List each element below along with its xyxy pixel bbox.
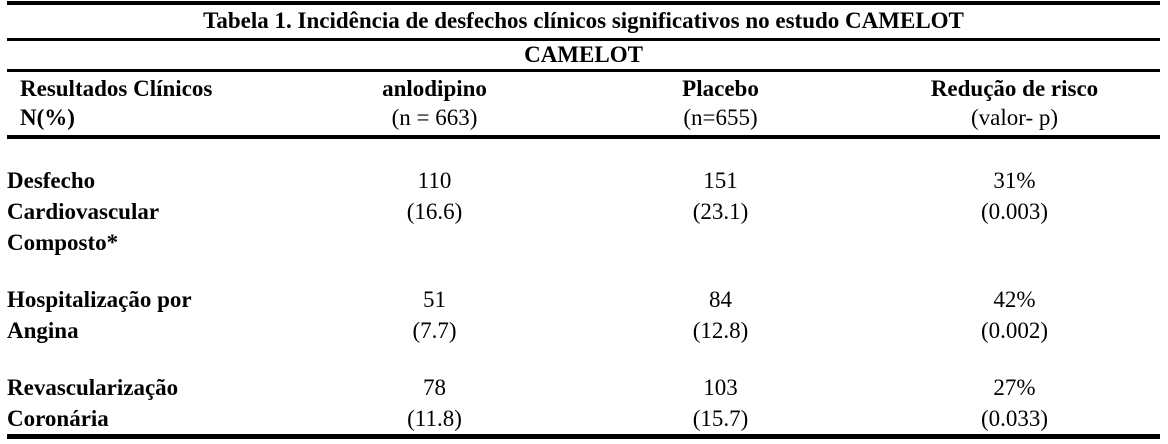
column-header-line2: N(%)	[20, 105, 75, 130]
row-label: Desfecho Cardiovascular Composto*	[7, 168, 160, 255]
table-row-hospitalizacao-por-angina: Hospitalização por Angina 51 (7.7) 84 (1…	[7, 284, 1160, 346]
cell-anlodipino: 78 (11.8)	[297, 372, 572, 439]
row-label: Hospitalização por Angina	[7, 287, 192, 343]
column-header-line2: (n=655)	[683, 105, 758, 130]
column-header-placebo: Placebo (n=655)	[572, 70, 869, 139]
spacer-row	[7, 346, 1160, 372]
column-header-line2: (n = 663)	[391, 105, 478, 130]
cell-placebo: 84 (12.8)	[692, 287, 749, 343]
cell-reducao-de-risco: 42% (0.002)	[980, 287, 1049, 343]
cell-reducao-de-risco: 31% (0.003)	[980, 168, 1049, 224]
spacer-cell	[7, 346, 1160, 372]
cell-placebo: 151 (23.1)	[692, 168, 749, 224]
spacer-cell	[7, 137, 1160, 165]
table-header-row: Resultados Clínicos N(%) anlodipino (n =…	[7, 70, 1161, 139]
column-header-line1: anlodipino	[382, 76, 487, 101]
cell-anlodipino: 110 (16.6)	[406, 168, 463, 224]
table-title-row: Tabela 1. Incidência de desfechos clínic…	[7, 1, 1161, 41]
cell-reducao-de-risco: 27% (0.033)	[869, 372, 1161, 439]
column-header-line2: (valor- p)	[970, 105, 1059, 130]
table-row-desfecho-cardiovascular-composto: Desfecho Cardiovascular Composto* 110 (1…	[7, 165, 1160, 258]
column-header-anlodipino: anlodipino (n = 663)	[297, 70, 572, 139]
camelot-results-table: Tabela 1. Incidência de desfechos clínic…	[7, 1, 1161, 439]
table-subtitle-row: CAMELOT	[7, 39, 1161, 72]
spacer-cell	[7, 258, 1160, 284]
spacer-row	[7, 137, 1160, 165]
column-header-resultados-clinicos: Resultados Clínicos N(%)	[7, 70, 297, 139]
cell-placebo: 103 (15.7)	[572, 372, 869, 439]
column-header-line1: Placebo	[682, 76, 759, 101]
column-header-reducao-de-risco: Redução de risco (valor- p)	[869, 70, 1161, 139]
column-header-line1: Resultados Clínicos	[20, 76, 213, 101]
spacer-row	[7, 258, 1160, 284]
cell-anlodipino: 51 (7.7)	[412, 287, 457, 343]
column-header-line1: Redução de risco	[930, 76, 1099, 101]
table-subtitle: CAMELOT	[7, 39, 1161, 72]
row-label: Revascularização Coronária	[7, 372, 297, 439]
table-row-revascularizacao-coronaria: Revascularização Coronária 78 (11.8) 103…	[7, 372, 1161, 439]
table-title: Tabela 1. Incidência de desfechos clínic…	[7, 1, 1161, 41]
